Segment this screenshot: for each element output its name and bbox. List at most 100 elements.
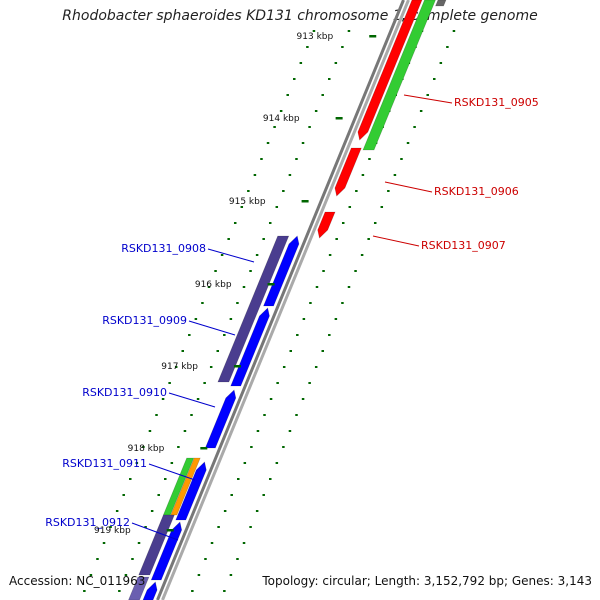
tick-dot bbox=[295, 158, 298, 160]
scale-tick-label: 916 kbp bbox=[195, 280, 232, 290]
tick-dot bbox=[341, 46, 344, 48]
gene-leader-line bbox=[384, 181, 433, 193]
tick-dot bbox=[102, 542, 106, 544]
chromosome-backbone bbox=[156, 0, 410, 600]
tick-dot bbox=[308, 382, 311, 384]
summary-text: Topology: circular; Length: 3,152,792 bp… bbox=[262, 574, 592, 588]
tick-dot bbox=[118, 590, 121, 592]
tick-dot bbox=[204, 558, 207, 560]
tick-dot bbox=[190, 414, 193, 416]
tick-dot bbox=[216, 350, 219, 352]
feature-bar-green bbox=[362, 0, 436, 151]
scale-tick-mark bbox=[166, 529, 174, 532]
tick-dot bbox=[255, 510, 259, 512]
gene-bar-rskd131-0912 bbox=[150, 521, 183, 581]
tick-dot bbox=[188, 334, 191, 336]
tick-dot bbox=[419, 110, 423, 112]
tick-dot bbox=[433, 78, 436, 80]
tick-dot bbox=[295, 414, 298, 416]
gene-label[interactable]: RSKD131_0907 bbox=[421, 239, 506, 252]
tick-dot bbox=[275, 206, 279, 208]
tick-dot bbox=[230, 494, 233, 496]
tick-dot bbox=[296, 334, 299, 336]
scale-tick-label: 913 kbp bbox=[297, 32, 334, 42]
gene-bar-rskd131-0908 bbox=[263, 235, 300, 307]
tick-dot bbox=[137, 542, 141, 544]
tick-dot bbox=[148, 430, 152, 432]
tick-dot bbox=[322, 270, 325, 272]
tick-dot bbox=[214, 270, 217, 272]
tick-dot bbox=[262, 238, 265, 240]
gene-leader-line bbox=[188, 320, 236, 336]
tick-dot bbox=[288, 174, 292, 176]
tick-dot bbox=[249, 270, 252, 272]
tick-dot bbox=[328, 254, 332, 256]
tick-dot bbox=[380, 206, 384, 208]
feature-bar-purple-lower bbox=[138, 514, 175, 576]
tick-dot bbox=[220, 254, 224, 256]
tick-dot bbox=[266, 142, 270, 144]
gene-label[interactable]: RSKD131_0911 bbox=[62, 457, 147, 470]
tick-dot bbox=[194, 318, 198, 320]
tick-dot bbox=[347, 30, 351, 32]
tick-dot bbox=[289, 350, 292, 352]
tick-dot bbox=[177, 446, 180, 448]
tick-dot bbox=[426, 94, 429, 96]
tick-dot bbox=[321, 350, 324, 352]
tick-dot bbox=[308, 126, 311, 128]
tick-dot bbox=[262, 494, 265, 496]
gene-labels: RSKD131_0905 RSKD131_0906 RSKD131_0907 RSKD… bbox=[45, 94, 539, 541]
tick-dot bbox=[355, 190, 358, 192]
scale-tick-label: 914 kbp bbox=[263, 114, 300, 124]
tick-dot bbox=[83, 590, 86, 592]
gene-bar-rskd131-0907 bbox=[317, 211, 336, 239]
tick-dot bbox=[223, 334, 226, 336]
tick-dot bbox=[413, 126, 416, 128]
gene-label[interactable]: RSKD131_0906 bbox=[434, 185, 519, 198]
tick-dot bbox=[341, 302, 344, 304]
tick-dot bbox=[256, 430, 260, 432]
tick-dot bbox=[174, 366, 178, 368]
tick-dot bbox=[282, 190, 285, 192]
scale-tick-mark bbox=[267, 283, 275, 286]
tick-dot bbox=[328, 334, 331, 336]
gene-label[interactable]: RSKD131_0908 bbox=[121, 242, 206, 255]
tick-dot bbox=[312, 30, 316, 32]
tick-dot bbox=[328, 78, 331, 80]
scale-tick-label: 919 kbp bbox=[94, 526, 131, 536]
tick-dot bbox=[236, 302, 239, 304]
feature-bars bbox=[128, 0, 447, 600]
tick-dot bbox=[360, 254, 364, 256]
tick-dot bbox=[164, 478, 167, 480]
gene-bar-rskd131-0906 bbox=[334, 147, 362, 197]
tick-dot bbox=[334, 62, 338, 64]
gene-leader-line bbox=[403, 94, 453, 104]
tick-dot bbox=[446, 46, 449, 48]
scale-tick-mark bbox=[335, 117, 343, 120]
tick-dot bbox=[155, 414, 158, 416]
accession-text: Accession: NC_011963 bbox=[9, 574, 146, 588]
scale-tick-label: 917 kbp bbox=[161, 362, 198, 372]
scale-tick-mark bbox=[233, 365, 241, 368]
tick-dot bbox=[135, 462, 139, 464]
tick-dot bbox=[161, 398, 165, 400]
gene-label[interactable]: RSKD131_0910 bbox=[82, 386, 167, 399]
gene-label[interactable]: RSKD131_0905 bbox=[454, 96, 539, 109]
tick-dot bbox=[255, 254, 259, 256]
tick-dot bbox=[260, 158, 263, 160]
tick-dot bbox=[288, 430, 292, 432]
tick-dot bbox=[348, 206, 352, 208]
tick-dot bbox=[314, 366, 318, 368]
scale-tick-mark bbox=[301, 200, 309, 203]
tick-dot bbox=[150, 510, 154, 512]
tick-dot bbox=[229, 574, 233, 576]
gene-label[interactable]: RSKD131_0912 bbox=[45, 516, 130, 529]
tick-dot bbox=[253, 174, 257, 176]
tick-dot bbox=[236, 558, 239, 560]
tick-dot bbox=[335, 238, 338, 240]
tick-dot bbox=[286, 94, 289, 96]
tick-dot bbox=[368, 158, 371, 160]
gene-label[interactable]: RSKD131_0909 bbox=[102, 314, 187, 327]
tick-dot bbox=[223, 510, 227, 512]
